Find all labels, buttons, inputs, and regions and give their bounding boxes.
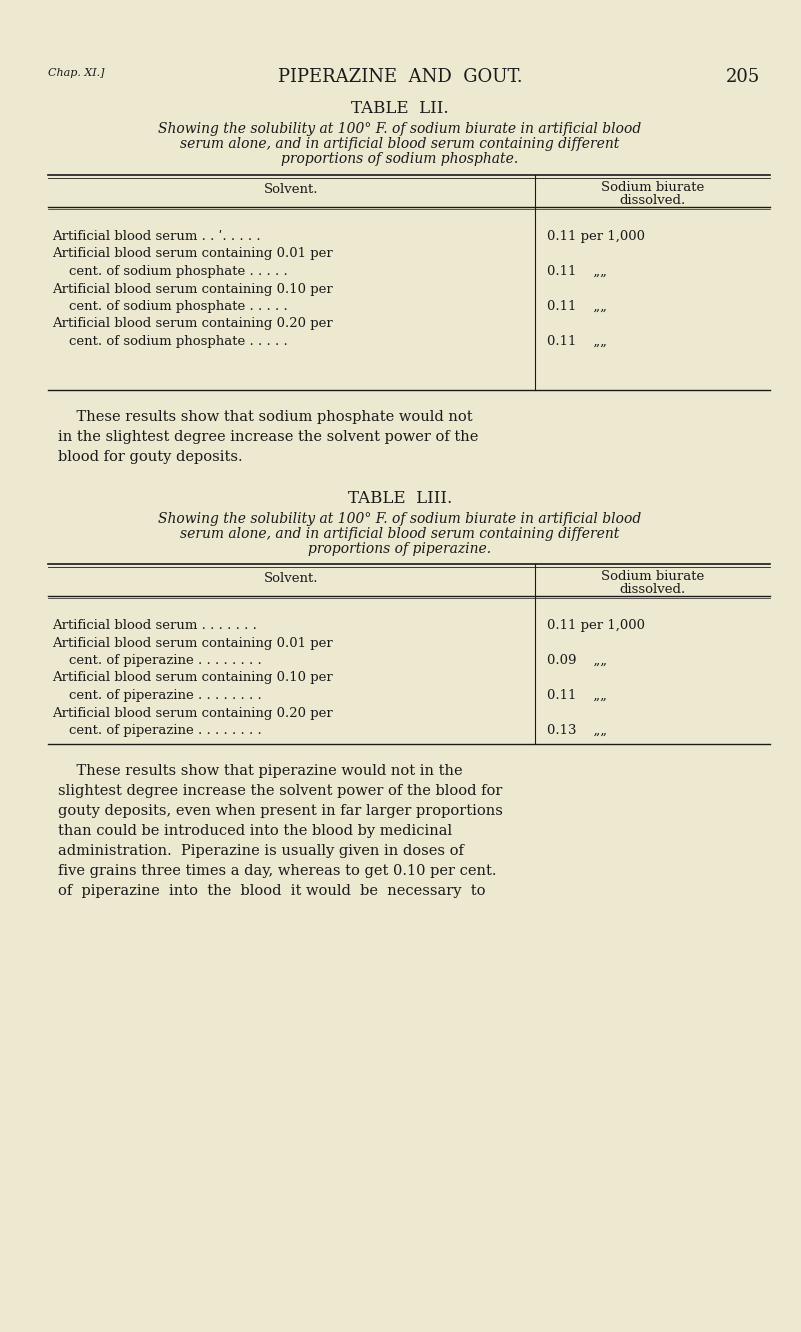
Text: cent. of piperazine . . . . . . . .: cent. of piperazine . . . . . . . . [52, 654, 262, 667]
Text: Artificial blood serum containing 0.20 per: Artificial blood serum containing 0.20 p… [52, 317, 332, 330]
Text: Artificial blood serum containing 0.10 per: Artificial blood serum containing 0.10 p… [52, 671, 332, 685]
Text: cent. of sodium phosphate . . . . .: cent. of sodium phosphate . . . . . [52, 336, 288, 348]
Text: 0.11 per 1,000: 0.11 per 1,000 [547, 230, 645, 242]
Text: Artificial blood serum containing 0.10 per: Artificial blood serum containing 0.10 p… [52, 282, 332, 296]
Text: Artificial blood serum containing 0.01 per: Artificial blood serum containing 0.01 p… [52, 637, 332, 650]
Text: 0.11    „„: 0.11 „„ [547, 336, 607, 348]
Text: Artificial blood serum . . . . . . .: Artificial blood serum . . . . . . . [52, 619, 257, 631]
Text: of  piperazine  into  the  blood  it would  be  necessary  to: of piperazine into the blood it would be… [58, 883, 485, 898]
Text: Solvent.: Solvent. [264, 571, 319, 585]
Text: 0.09    „„: 0.09 „„ [547, 654, 607, 667]
Text: 0.11    „„: 0.11 „„ [547, 300, 607, 313]
Text: PIPERAZINE  AND  GOUT.: PIPERAZINE AND GOUT. [278, 68, 522, 87]
Text: 0.13    „„: 0.13 „„ [547, 725, 607, 737]
Text: cent. of sodium phosphate . . . . .: cent. of sodium phosphate . . . . . [52, 300, 288, 313]
Text: cent. of piperazine . . . . . . . .: cent. of piperazine . . . . . . . . [52, 725, 262, 737]
Text: Solvent.: Solvent. [264, 182, 319, 196]
Text: 205: 205 [726, 68, 760, 87]
Text: Showing the solubility at 100° F. of sodium biurate in artificial blood: Showing the solubility at 100° F. of sod… [159, 123, 642, 136]
Text: gouty deposits, even when present in far larger proportions: gouty deposits, even when present in far… [58, 803, 503, 818]
Text: cent. of piperazine . . . . . . . .: cent. of piperazine . . . . . . . . [52, 689, 262, 702]
Text: serum alone, and in artificial blood serum containing different: serum alone, and in artificial blood ser… [180, 137, 620, 151]
Text: dissolved.: dissolved. [619, 583, 686, 595]
Text: Sodium biurate: Sodium biurate [601, 570, 704, 583]
Text: 0.11 per 1,000: 0.11 per 1,000 [547, 619, 645, 631]
Text: These results show that sodium phosphate would not: These results show that sodium phosphate… [58, 410, 473, 424]
Text: blood for gouty deposits.: blood for gouty deposits. [58, 450, 243, 464]
Text: These results show that piperazine would not in the: These results show that piperazine would… [58, 763, 463, 778]
Text: administration.  Piperazine is usually given in doses of: administration. Piperazine is usually gi… [58, 843, 464, 858]
Text: than could be introduced into the blood by medicinal: than could be introduced into the blood … [58, 823, 452, 838]
Text: proportions of sodium phosphate.: proportions of sodium phosphate. [281, 152, 518, 166]
Text: Chap. XI.]: Chap. XI.] [48, 68, 104, 79]
Text: TABLE  LII.: TABLE LII. [351, 100, 449, 117]
Text: TABLE  LIII.: TABLE LIII. [348, 490, 452, 507]
Text: Sodium biurate: Sodium biurate [601, 181, 704, 194]
Text: Artificial blood serum . . ʹ. . . . .: Artificial blood serum . . ʹ. . . . . [52, 230, 260, 242]
Text: Showing the solubility at 100° F. of sodium biurate in artificial blood: Showing the solubility at 100° F. of sod… [159, 511, 642, 526]
Text: five grains three times a day, whereas to get 0.10 per cent.: five grains three times a day, whereas t… [58, 863, 497, 878]
Text: Artificial blood serum containing 0.20 per: Artificial blood serum containing 0.20 p… [52, 706, 332, 719]
Text: serum alone, and in artificial blood serum containing different: serum alone, and in artificial blood ser… [180, 527, 620, 541]
Text: cent. of sodium phosphate . . . . .: cent. of sodium phosphate . . . . . [52, 265, 288, 278]
Text: in the slightest degree increase the solvent power of the: in the slightest degree increase the sol… [58, 430, 478, 444]
Text: proportions of piperazine.: proportions of piperazine. [308, 542, 492, 555]
Text: 0.11    „„: 0.11 „„ [547, 265, 607, 278]
Text: slightest degree increase the solvent power of the blood for: slightest degree increase the solvent po… [58, 783, 502, 798]
Text: dissolved.: dissolved. [619, 194, 686, 206]
Text: 0.11    „„: 0.11 „„ [547, 689, 607, 702]
Text: Artificial blood serum containing 0.01 per: Artificial blood serum containing 0.01 p… [52, 248, 332, 261]
